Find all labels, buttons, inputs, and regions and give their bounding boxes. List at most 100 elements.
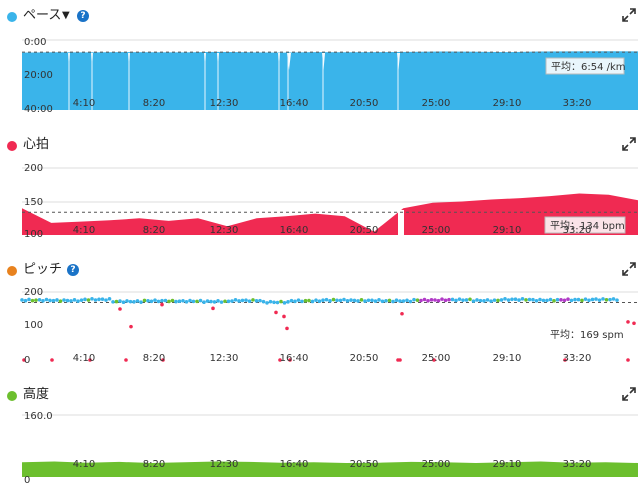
cadence-point xyxy=(352,298,357,303)
pace-gap-line xyxy=(217,53,219,110)
cadence-point xyxy=(576,297,581,302)
cadence-point xyxy=(440,297,444,301)
elevation-title: 高度 xyxy=(23,387,50,402)
cadence-point xyxy=(587,298,591,303)
cadence-point xyxy=(174,299,178,304)
heart-rate-expand-icon[interactable] xyxy=(622,137,636,151)
cadence-point xyxy=(135,299,140,303)
x-tick-label: 25:00 xyxy=(422,98,451,109)
x-tick-label: 12:30 xyxy=(210,459,239,470)
cadence-point xyxy=(482,299,486,303)
cadence-point xyxy=(121,300,126,304)
cadence-point xyxy=(422,297,427,302)
cadence-help-icon[interactable]: ? xyxy=(67,264,79,276)
pace-help-icon[interactable]: ? xyxy=(77,10,89,22)
cadence-outlier-point xyxy=(274,310,278,315)
cadence-point xyxy=(62,298,66,302)
cadence-expand-icon[interactable] xyxy=(622,262,636,276)
cadence-point xyxy=(377,298,381,302)
cadence-panel: ピッチ ? 平均：169 spm 200 100 0 4:10 8:20 12:30 16:4… xyxy=(0,260,640,368)
cadence-point xyxy=(342,297,346,302)
cadence-point xyxy=(408,299,413,304)
cadence-point xyxy=(202,300,206,304)
heart-rate-area xyxy=(22,193,638,235)
cadence-point xyxy=(86,298,91,302)
cadence-title: ピッチ xyxy=(23,262,63,277)
cadence-point xyxy=(79,298,84,302)
cadence-point xyxy=(429,298,434,302)
cadence-point xyxy=(503,297,507,301)
cadence-point xyxy=(583,297,588,301)
x-tick-label: 33:20 xyxy=(563,459,592,470)
x-tick-label: 8:20 xyxy=(143,353,165,364)
cadence-point xyxy=(230,299,234,303)
y-tick-label: 100 xyxy=(24,320,43,331)
cadence-point xyxy=(426,298,430,303)
cadence-point xyxy=(580,298,584,303)
cadence-point xyxy=(177,299,182,303)
x-tick-label: 29:10 xyxy=(493,353,522,364)
cadence-zero-point xyxy=(50,358,54,362)
pace-expand-icon[interactable] xyxy=(622,8,636,22)
cadence-point xyxy=(338,298,343,303)
x-tick-label: 25:00 xyxy=(422,225,451,236)
x-tick-label: 29:10 xyxy=(493,98,522,109)
cadence-point xyxy=(419,298,423,303)
cadence-point xyxy=(415,298,420,303)
cadence-point xyxy=(363,299,367,303)
cadence-point xyxy=(27,297,31,302)
x-tick-label: 33:20 xyxy=(563,98,592,109)
cadence-point xyxy=(293,299,297,304)
cadence-point xyxy=(597,298,602,302)
cadence-point xyxy=(457,297,462,301)
cadence-point xyxy=(76,299,80,303)
cadence-point xyxy=(611,297,616,301)
cadence-point xyxy=(156,299,161,304)
cadence-point xyxy=(132,300,136,304)
cadence-point xyxy=(111,300,115,304)
cadence-point xyxy=(149,299,154,304)
cadence-point xyxy=(321,298,325,303)
cadence-point xyxy=(265,301,269,305)
cadence-point xyxy=(356,299,360,303)
y-tick-label: 200 xyxy=(24,163,43,174)
cadence-point xyxy=(380,299,385,304)
pace-header: ペース ▼ ? xyxy=(0,6,640,26)
cadence-point xyxy=(370,298,374,303)
cadence-point xyxy=(240,298,245,303)
cadence-chart: 平均：169 spm 200 100 0 4:10 8:20 12:30 16:40 20:50… xyxy=(20,287,638,366)
cadence-point xyxy=(296,298,301,302)
cadence-zero-point xyxy=(161,358,165,362)
elevation-chart: 160.0 0 4:10 8:20 12:30 16:40 20:50 25:00 29:10 3… xyxy=(22,411,638,486)
cadence-point xyxy=(163,298,168,303)
cadence-point xyxy=(562,298,567,303)
cadence-point xyxy=(188,298,192,303)
cadence-point xyxy=(506,298,511,302)
pace-gap-line xyxy=(128,53,130,110)
y-tick-label: 150 xyxy=(24,197,43,208)
pace-legend-dot xyxy=(7,12,17,22)
cadence-point xyxy=(181,298,185,303)
heart-rate-header: 心拍 xyxy=(0,135,640,155)
cadence-point xyxy=(443,298,448,303)
cadence-point xyxy=(520,297,525,301)
cadence-point xyxy=(247,299,252,303)
cadence-point xyxy=(331,297,336,302)
cadence-point xyxy=(468,297,472,302)
cadence-point xyxy=(114,299,119,304)
x-tick-label: 4:10 xyxy=(73,225,95,236)
pace-panel: ペース ▼ ? 平均：6:54 /km 0:00 20:00 40:00 4:10 8:2… xyxy=(0,6,640,112)
cadence-zero-point xyxy=(124,358,128,362)
heart-rate-title: 心拍 xyxy=(23,137,50,152)
pace-gap-line xyxy=(397,53,399,110)
caret-down-icon[interactable]: ▼ xyxy=(62,10,70,21)
elevation-expand-icon[interactable] xyxy=(622,387,636,401)
cadence-point xyxy=(272,300,276,305)
cadence-point xyxy=(107,297,112,301)
cadence-point xyxy=(548,297,553,302)
y-tick-label: 0:00 xyxy=(24,37,46,48)
y-tick-label: 20:00 xyxy=(24,70,53,81)
x-tick-label: 12:30 xyxy=(210,353,239,364)
cadence-point xyxy=(300,299,304,304)
cadence-point xyxy=(335,298,339,303)
